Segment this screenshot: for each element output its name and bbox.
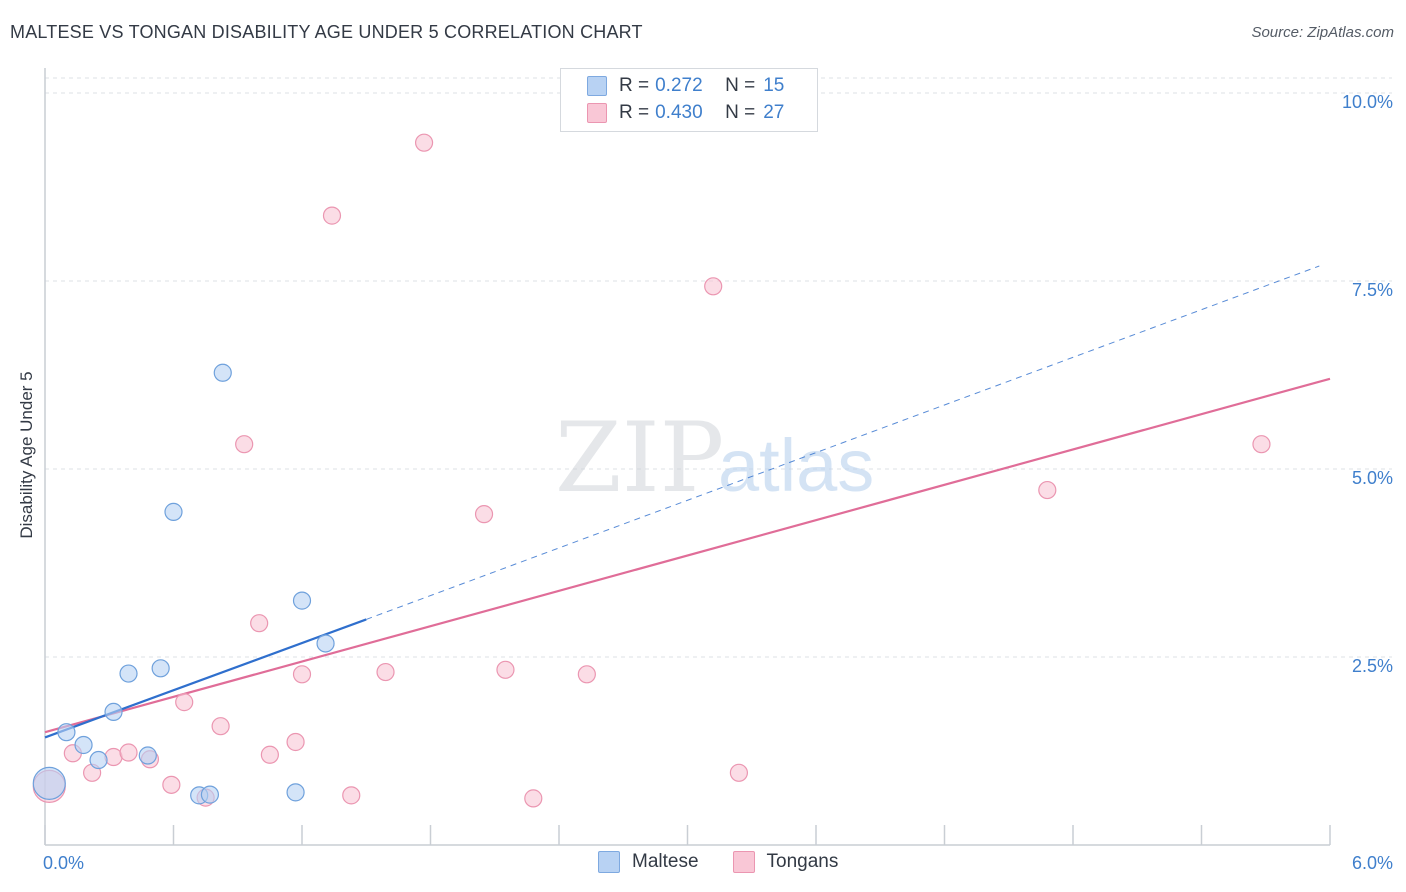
y-tick-label: 5.0% xyxy=(1352,468,1393,488)
maltese-point xyxy=(104,702,123,722)
tongans-point xyxy=(286,732,305,752)
y-tick-label: 7.5% xyxy=(1352,280,1393,300)
tongans-point xyxy=(292,665,312,684)
maltese-point xyxy=(292,591,312,610)
chart-title: MALTESE VS TONGAN DISABILITY AGE UNDER 5… xyxy=(10,22,643,42)
tongans-point xyxy=(104,747,123,767)
tongans-point xyxy=(342,786,361,805)
maltese-point xyxy=(151,659,170,678)
legend-row-tongans: R = 0.430 N = 27 xyxy=(587,101,784,125)
maltese-point xyxy=(57,723,76,742)
r-value: 0.272 xyxy=(655,75,703,96)
maltese-point xyxy=(286,783,305,802)
trend-layer xyxy=(44,265,1331,739)
tongans-point xyxy=(235,435,254,454)
maltese-point xyxy=(89,750,108,770)
tongans-point xyxy=(704,277,723,296)
legend-row-maltese: R = 0.272 N = 15 xyxy=(587,74,784,98)
maltese-swatch xyxy=(587,76,607,96)
tongans-point xyxy=(524,789,543,808)
tongans-trend-line xyxy=(44,377,1331,734)
tongans-point xyxy=(175,693,194,712)
tongans-point xyxy=(474,505,494,524)
tongans-point xyxy=(729,763,749,782)
maltese-point xyxy=(316,634,335,653)
x-tick-label-min: 0.0% xyxy=(43,853,84,873)
tongans-point xyxy=(260,745,279,764)
maltese-trend-extension xyxy=(366,265,1320,620)
tongans-point xyxy=(250,614,269,633)
maltese-point xyxy=(32,766,66,800)
legend-label-maltese: Maltese xyxy=(632,851,699,872)
tongans-point xyxy=(211,717,230,736)
watermark-atlas: atlas xyxy=(718,424,874,507)
tongans-point xyxy=(1252,435,1271,454)
maltese-point xyxy=(200,785,220,804)
legend-label-tongans: Tongans xyxy=(766,851,839,872)
n-label: N = xyxy=(725,102,756,123)
maltese-point xyxy=(119,664,138,683)
r-value: 0.430 xyxy=(655,102,703,123)
tongans-point xyxy=(162,775,181,794)
tongans-point xyxy=(496,660,515,679)
y-tick-label: 10.0% xyxy=(1342,92,1393,112)
tongans-point xyxy=(1038,480,1057,500)
maltese-point xyxy=(213,363,232,382)
tongans-swatch xyxy=(587,103,607,123)
r-label: R = xyxy=(619,102,650,123)
maltese-trend-line xyxy=(44,618,367,739)
n-value: 27 xyxy=(763,102,785,123)
y-tick-label: 2.5% xyxy=(1352,656,1393,676)
maltese-swatch xyxy=(598,851,620,873)
stats-legend: R = 0.272 N = 15 R = 0.430 N = 27 xyxy=(560,68,818,132)
n-value: 15 xyxy=(763,75,785,96)
maltese-point xyxy=(74,735,93,755)
tongans-point xyxy=(119,743,138,762)
n-label: N = xyxy=(725,75,756,96)
source-label: Source: ZipAtlas.com xyxy=(1251,24,1394,41)
maltese-point xyxy=(164,502,183,521)
tick-label-layer: 2.5% 5.0% 7.5% 10.0% 0.0% 6.0% xyxy=(43,92,1393,873)
grid-layer xyxy=(45,77,1392,658)
series-legend: Maltese Tongans xyxy=(598,851,872,873)
points-layer xyxy=(32,133,1271,808)
axis-layer xyxy=(44,68,1331,846)
tongans-point xyxy=(577,665,596,684)
watermark-zip: ZIP xyxy=(555,402,724,514)
maltese-point xyxy=(138,746,157,765)
tongans-point xyxy=(376,662,395,682)
tongans-point xyxy=(322,206,342,225)
tongans-swatch xyxy=(732,851,755,873)
legend-item-tongans[interactable]: Tongans xyxy=(732,851,839,873)
legend-item-maltese[interactable]: Maltese xyxy=(598,851,699,873)
x-tick-label-max: 6.0% xyxy=(1352,853,1393,873)
r-label: R = xyxy=(619,75,650,96)
tongans-point xyxy=(414,133,434,152)
